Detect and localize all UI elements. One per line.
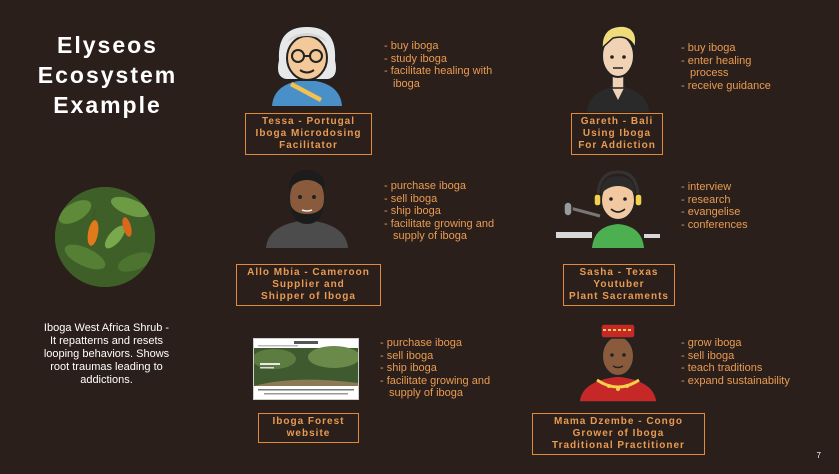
forest-label: Iboga Forest website [258,413,359,443]
list-item: grow iboga [681,337,791,350]
page-number: 7 [816,451,821,460]
list-item: evangelise [681,206,791,219]
list-item: buy iboga [681,42,791,55]
list-item: enter healing process [681,55,791,80]
list-item: sell iboga [380,350,505,363]
list-item: sell iboga [384,193,509,206]
mama-label: Mama Dzembe - Congo Grower of Iboga Trad… [532,413,705,455]
shrub-caption: Iboga West Africa Shrub - It repatterns … [43,322,170,386]
gareth-bullets: buy iboga enter healing process receive … [681,42,791,92]
forest-bullets: purchase iboga sell iboga ship iboga fac… [380,337,505,400]
list-item: facilitate healing with iboga [384,65,502,90]
list-item: buy iboga [384,40,502,53]
list-item: receive guidance [681,80,791,93]
list-item: facilitate growing and supply of iboga [380,375,505,400]
list-item: conferences [681,219,791,232]
list-item: purchase iboga [384,180,509,193]
sasha-avatar-icon [556,168,660,253]
tessa-bullets: buy iboga study iboga facilitate healing… [384,40,502,90]
sasha-label: Sasha - Texas Youtuber Plant Sacraments [563,264,675,306]
list-item: ship iboga [384,205,509,218]
tessa-avatar-icon [262,20,352,111]
gareth-avatar-icon [583,20,653,117]
sasha-bullets: interview research evangelise conference… [681,181,791,231]
list-item: study iboga [384,53,502,66]
allo-label: Allo Mbia - Cameroon Supplier and Shippe… [236,264,381,306]
allo-avatar-icon [262,168,352,253]
gareth-label: Gareth - Bali Using Iboga For Addiction [571,113,663,155]
iboga-shrub-photo [55,187,155,287]
list-item: expand sustainability [681,375,791,388]
list-item: sell iboga [681,350,791,363]
list-item: purchase iboga [380,337,505,350]
list-item: research [681,194,791,207]
iboga-forest-website-screenshot [252,338,360,400]
mama-bullets: grow iboga sell iboga teach traditions e… [681,337,791,387]
slide-title: Elyseos Ecosystem Example [37,32,178,118]
tessa-label: Tessa - Portugal Iboga Microdosing Facil… [245,113,372,155]
list-item: interview [681,181,791,194]
list-item: ship iboga [380,362,505,375]
mama-avatar-icon [575,320,661,407]
list-item: facilitate growing and supply of iboga [384,218,509,243]
list-item: teach traditions [681,362,791,375]
allo-bullets: purchase iboga sell iboga ship iboga fac… [384,180,509,243]
